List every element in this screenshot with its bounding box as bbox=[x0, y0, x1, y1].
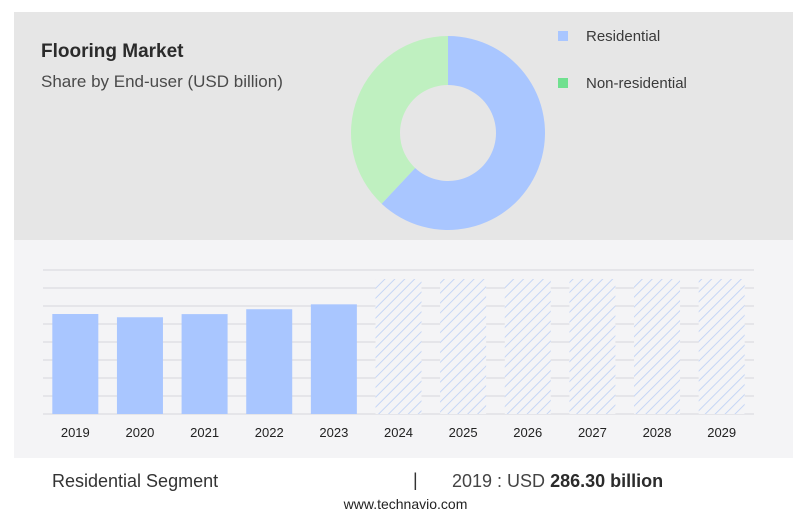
footer-separator: | bbox=[413, 470, 418, 490]
source-link[interactable]: www.technavio.com bbox=[343, 496, 468, 512]
legend-label-residential: Residential bbox=[586, 27, 661, 45]
x-tick-2020: 2020 bbox=[125, 425, 154, 440]
bar-2020 bbox=[116, 317, 163, 414]
chart-title: Flooring Market bbox=[41, 41, 184, 62]
x-tick-2022: 2022 bbox=[255, 425, 284, 440]
forecast-bar-2026 bbox=[504, 279, 551, 414]
bar-2023 bbox=[310, 304, 357, 414]
bar-2021 bbox=[181, 314, 228, 414]
legend-swatch-non-residential bbox=[558, 78, 568, 88]
footer-value-amount: 286.30 billion bbox=[550, 471, 664, 491]
bar-2019 bbox=[52, 314, 99, 414]
legend-label-non-residential: Non-residential bbox=[586, 74, 687, 92]
forecast-bar-2029 bbox=[698, 279, 745, 414]
x-tick-2029: 2029 bbox=[707, 425, 736, 440]
legend-item-non-residential: Non-residential bbox=[558, 71, 687, 95]
forecast-bar-2024 bbox=[375, 279, 422, 414]
x-tick-2021: 2021 bbox=[190, 425, 219, 440]
x-tick-2027: 2027 bbox=[578, 425, 607, 440]
footer-segment-label: Residential Segment bbox=[52, 471, 219, 491]
forecast-bar-2025 bbox=[440, 279, 487, 414]
chart-subtitle: Share by End-user (USD billion) bbox=[41, 72, 283, 91]
x-tick-2023: 2023 bbox=[319, 425, 348, 440]
legend-swatch-residential bbox=[558, 31, 568, 41]
legend: Residential Non-residential bbox=[558, 24, 687, 118]
x-tick-2024: 2024 bbox=[384, 425, 413, 440]
donut-slice-non-residential bbox=[351, 36, 448, 204]
x-tick-2026: 2026 bbox=[513, 425, 542, 440]
x-tick-2025: 2025 bbox=[449, 425, 478, 440]
donut-slice-residential bbox=[381, 36, 545, 231]
x-tick-2028: 2028 bbox=[643, 425, 672, 440]
bar-2022 bbox=[246, 309, 293, 414]
legend-item-residential: Residential bbox=[558, 24, 687, 48]
x-tick-2019: 2019 bbox=[61, 425, 90, 440]
footer-value: 2019 : USD 286.30 billion bbox=[452, 471, 663, 492]
forecast-bar-2028 bbox=[634, 279, 681, 414]
forecast-bar-2027 bbox=[569, 279, 616, 414]
footer-value-prefix: 2019 : USD bbox=[452, 471, 546, 491]
